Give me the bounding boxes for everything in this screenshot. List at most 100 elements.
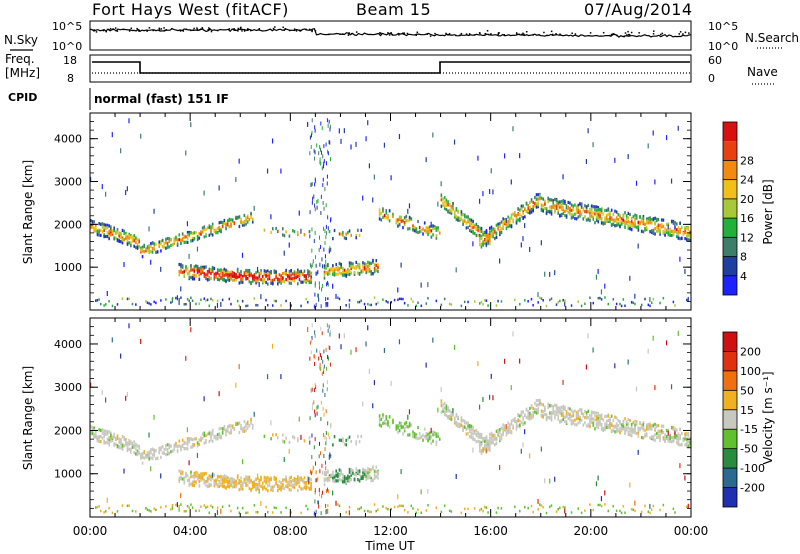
- power-cell: [447, 210, 449, 214]
- velocity-cell: [91, 431, 94, 436]
- colorbar-tick-label: 16: [740, 212, 754, 225]
- power-cell: [677, 236, 680, 240]
- velocity-cell: [343, 475, 346, 479]
- power-cell: [348, 264, 351, 268]
- velocity-noise: [320, 451, 322, 456]
- velocity-cell: [599, 418, 601, 422]
- velocity-cell: [245, 483, 247, 488]
- velocity-cell: [101, 431, 104, 435]
- velocity-noise: [482, 396, 484, 402]
- velocity-cell: [333, 435, 336, 439]
- power-cell: [206, 271, 209, 275]
- n-search-dot: [193, 27, 195, 30]
- velocity-cell: [472, 436, 474, 440]
- velocity-cell: [397, 430, 399, 434]
- power-cell: [133, 234, 136, 238]
- velocity-cell: [468, 429, 471, 434]
- velocity-cell: [687, 438, 690, 442]
- velocity-noise: [324, 460, 326, 465]
- velocity-noise: [318, 488, 320, 493]
- power-cell: [358, 272, 361, 276]
- velocity-ground: [559, 506, 561, 510]
- power-cell: [248, 274, 251, 278]
- velocity-cell: [515, 427, 518, 431]
- velocity-ground: [206, 505, 209, 508]
- velocity-cell: [550, 411, 553, 415]
- power-ground: [624, 304, 626, 308]
- power-cell: [181, 232, 184, 236]
- power-cell: [260, 271, 262, 275]
- power-cell: [597, 213, 600, 217]
- velocity-ground: [245, 511, 247, 515]
- velocity-cell: [146, 455, 149, 459]
- power-cell: [176, 238, 179, 242]
- velocity-cell: [562, 404, 565, 409]
- power-cell: [640, 229, 643, 233]
- power-cell: [368, 269, 371, 273]
- power-noise: [320, 244, 322, 249]
- velocity-cell: [310, 478, 312, 482]
- power-cell: [537, 203, 540, 207]
- power-cell: [228, 278, 231, 282]
- power-cell: [560, 203, 563, 207]
- velocity-cell: [103, 435, 105, 439]
- colorbar-swatch: [723, 198, 737, 219]
- velocity-cell: [428, 431, 431, 435]
- velocity-cell: [328, 475, 331, 480]
- velocity-cell: [453, 421, 456, 425]
- power-cell: [552, 202, 555, 207]
- velocity-noise: [432, 337, 434, 343]
- velocity-cell: [225, 485, 227, 490]
- velocity-noise: [325, 503, 327, 508]
- power-cell: [430, 235, 433, 239]
- power-cell: [562, 208, 565, 212]
- velocity-noise: [322, 383, 324, 388]
- power-cell: [110, 225, 112, 229]
- velocity-ground: [131, 509, 134, 513]
- power-cell: [630, 216, 633, 221]
- power-cell: [265, 272, 267, 276]
- velocity-cell: [225, 433, 227, 437]
- power-cell: [91, 220, 94, 224]
- velocity-cell: [265, 487, 267, 491]
- power-cell: [115, 236, 117, 240]
- velocity-cell: [555, 406, 558, 411]
- power-cell: [398, 217, 401, 222]
- power-cell: [587, 210, 590, 214]
- power-ground: [584, 302, 586, 305]
- n-search-dot: [473, 34, 476, 36]
- velocity-cell: [373, 469, 376, 473]
- n-search-dot: [102, 29, 105, 32]
- power-cell: [650, 229, 653, 233]
- velocity-cell: [218, 484, 221, 489]
- velocity-noise: [329, 346, 331, 351]
- power-cell: [352, 265, 354, 269]
- power-noise: [320, 210, 322, 215]
- velocity-cell: [337, 474, 339, 479]
- n-search-dot: [228, 28, 231, 30]
- velocity-ground: [604, 503, 606, 506]
- velocity-ground: [478, 509, 481, 512]
- velocity-cell: [151, 453, 154, 457]
- n-search-dot: [152, 29, 155, 32]
- velocity-cell: [624, 426, 626, 430]
- power-cell: [327, 272, 329, 276]
- velocity-noise: [318, 504, 320, 509]
- velocity-cell: [478, 433, 481, 437]
- velocity-noise: [430, 427, 432, 433]
- power-cell: [585, 207, 588, 211]
- power-cell: [236, 269, 239, 273]
- velocity-cell: [460, 416, 463, 420]
- power-cell: [248, 218, 251, 222]
- power-cell: [450, 211, 453, 215]
- power-cell: [223, 273, 226, 278]
- velocity-noise: [455, 473, 457, 479]
- velocity-cell: [216, 474, 219, 478]
- velocity-cell: [118, 446, 120, 450]
- velocity-cell: [590, 416, 593, 420]
- power-noise: [311, 248, 313, 253]
- power-cell: [468, 223, 471, 228]
- velocity-noise: [425, 362, 427, 368]
- power-cell: [515, 214, 518, 218]
- velocity-cell: [483, 446, 486, 450]
